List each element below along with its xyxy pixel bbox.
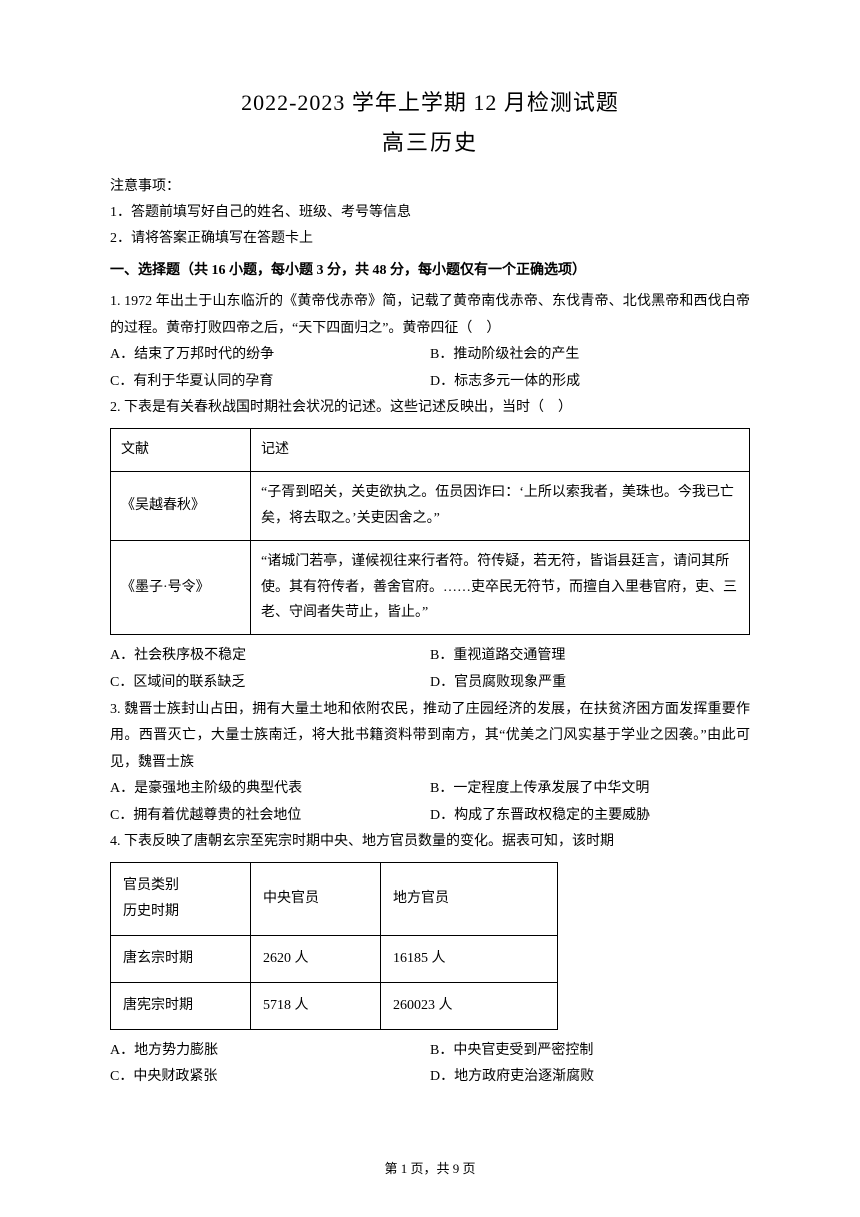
q4-r1c3: 16185 人 [381, 935, 558, 982]
notice-header: 注意事项： [110, 175, 750, 195]
q1-option-d: D．标志多元一体的形成 [430, 369, 750, 396]
q4-th-2: 中央官员 [251, 863, 381, 936]
q2-option-a: A．社会秩序极不稳定 [110, 643, 430, 670]
q1-option-a: A．结束了万邦时代的纷争 [110, 342, 430, 369]
notice-item-2: 2．请将答案正确填写在答题卡上 [110, 227, 750, 247]
question-2-text: 2. 下表是有关春秋战国时期社会状况的记述。这些记述反映出，当时（ ） [110, 395, 750, 422]
q4-r2c1: 唐宪宗时期 [111, 982, 251, 1029]
page-title: 2022-2023 学年上学期 12 月检测试题 [110, 85, 750, 117]
table-row: 官员类别 历史时期 中央官员 地方官员 [111, 863, 558, 936]
q4-r1c1: 唐玄宗时期 [111, 935, 251, 982]
page-footer: 第 1 页，共 9 页 [0, 1158, 860, 1177]
q2-th-1: 文献 [111, 428, 251, 471]
question-4-table: 官员类别 历史时期 中央官员 地方官员 唐玄宗时期 2620 人 16185 人… [110, 862, 558, 1030]
q2-r1c2: “子胥到昭关，关吏欲执之。伍员因诈曰：‘上所以索我者，美珠也。今我已亡矣，将去取… [251, 471, 750, 540]
table-row: 《墨子·号令》 “诸城门若亭，谨候视往来行者符。符传疑，若无符，皆诣县廷言，请问… [111, 540, 750, 635]
q2-r1c1: 《吴越春秋》 [111, 471, 251, 540]
q3-option-d: D．构成了东晋政权稳定的主要威胁 [430, 803, 750, 830]
q4-option-c: C．中央财政紧张 [110, 1064, 430, 1091]
q2-option-d: D．官员腐败现象严重 [430, 670, 750, 697]
question-2-options: A．社会秩序极不稳定 B．重视道路交通管理 C．区域间的联系缺乏 D．官员腐败现… [110, 643, 750, 696]
section-header: 一、选择题（共 16 小题，每小题 3 分，共 48 分，每小题仅有一个正确选项… [110, 259, 750, 279]
q4-option-b: B．中央官吏受到严密控制 [430, 1038, 750, 1065]
q4-r1c2: 2620 人 [251, 935, 381, 982]
q4-th-3: 地方官员 [381, 863, 558, 936]
q2-th-2: 记述 [251, 428, 750, 471]
q2-option-b: B．重视道路交通管理 [430, 643, 750, 670]
question-3-text: 3. 魏晋士族封山占田，拥有大量土地和依附农民，推动了庄园经济的发展，在扶贫济困… [110, 697, 750, 777]
q4-th-1: 官员类别 历史时期 [111, 863, 251, 936]
table-row: 文献 记述 [111, 428, 750, 471]
table-row: 唐宪宗时期 5718 人 260023 人 [111, 982, 558, 1029]
q1-option-c: C．有利于华夏认同的孕育 [110, 369, 430, 396]
question-4-options: A．地方势力膨胀 B．中央官吏受到严密控制 C．中央财政紧张 D．地方政府吏治逐… [110, 1038, 750, 1091]
question-4-text: 4. 下表反映了唐朝玄宗至宪宗时期中央、地方官员数量的变化。据表可知，该时期 [110, 829, 750, 856]
q4-r2c3: 260023 人 [381, 982, 558, 1029]
q4-option-a: A．地方势力膨胀 [110, 1038, 430, 1065]
q3-option-b: B．一定程度上传承发展了中华文明 [430, 776, 750, 803]
notice-item-1: 1．答题前填写好自己的姓名、班级、考号等信息 [110, 201, 750, 221]
q4-th-1-l1: 官员类别 [123, 873, 238, 899]
q4-th-1-l2: 历史时期 [123, 899, 238, 925]
question-1-options: A．结束了万邦时代的纷争 B．推动阶级社会的产生 C．有利于华夏认同的孕育 D．… [110, 342, 750, 395]
q1-option-b: B．推动阶级社会的产生 [430, 342, 750, 369]
q2-r2c2: “诸城门若亭，谨候视往来行者符。符传疑，若无符，皆诣县廷言，请问其所使。其有符传… [251, 540, 750, 635]
q2-option-c: C．区域间的联系缺乏 [110, 670, 430, 697]
q3-option-a: A．是豪强地主阶级的典型代表 [110, 776, 430, 803]
question-1-text: 1. 1972 年出土于山东临沂的《黄帝伐赤帝》简，记载了黄帝南伐赤帝、东伐青帝… [110, 289, 750, 342]
question-2-table: 文献 记述 《吴越春秋》 “子胥到昭关，关吏欲执之。伍员因诈曰：‘上所以索我者，… [110, 428, 750, 635]
q4-r2c2: 5718 人 [251, 982, 381, 1029]
table-row: 唐玄宗时期 2620 人 16185 人 [111, 935, 558, 982]
q3-option-c: C．拥有着优越尊贵的社会地位 [110, 803, 430, 830]
page-subtitle: 高三历史 [110, 125, 750, 157]
q2-r2c1: 《墨子·号令》 [111, 540, 251, 635]
q4-option-d: D．地方政府吏治逐渐腐败 [430, 1064, 750, 1091]
table-row: 《吴越春秋》 “子胥到昭关，关吏欲执之。伍员因诈曰：‘上所以索我者，美珠也。今我… [111, 471, 750, 540]
question-3-options: A．是豪强地主阶级的典型代表 B．一定程度上传承发展了中华文明 C．拥有着优越尊… [110, 776, 750, 829]
